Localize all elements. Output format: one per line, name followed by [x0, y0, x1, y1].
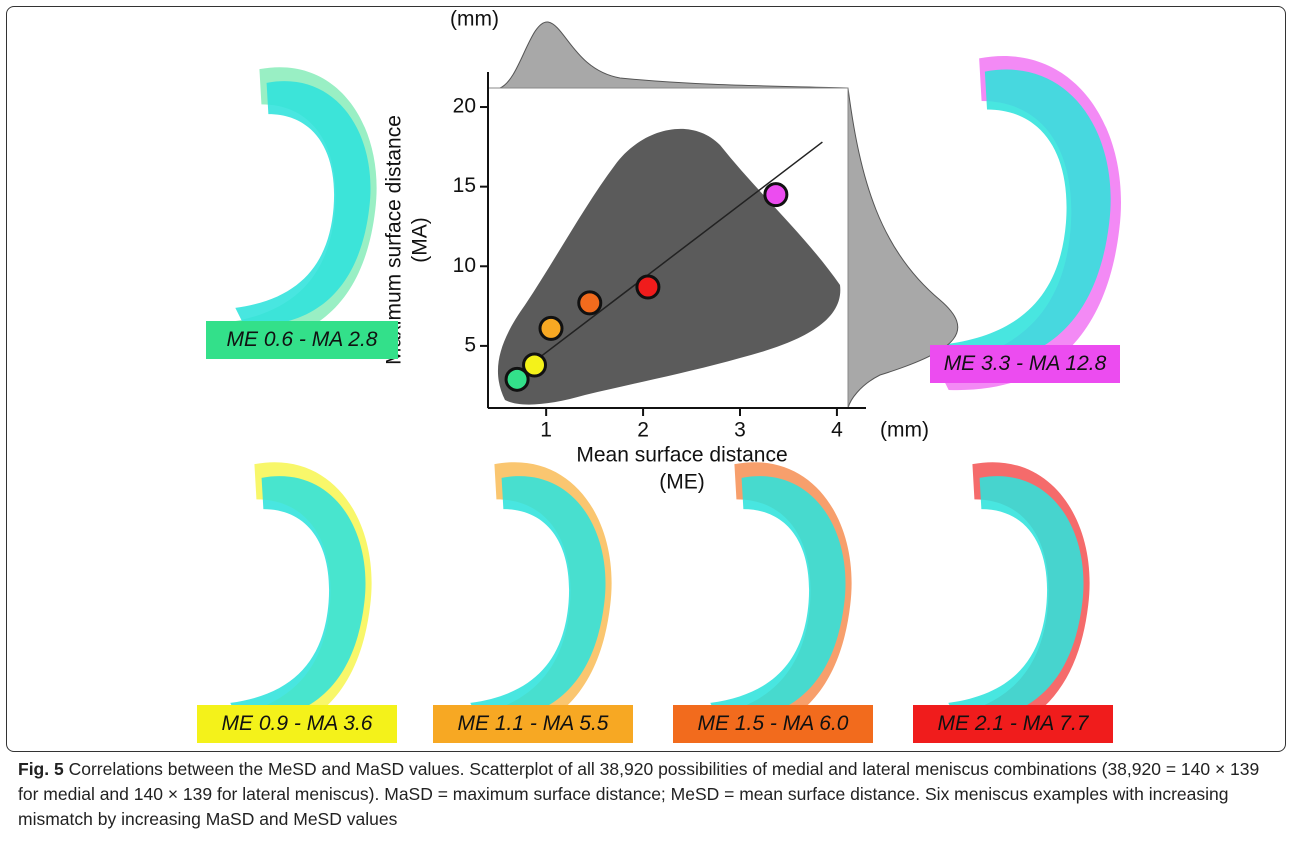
example-label: ME 0.9 - MA 3.6 — [197, 705, 397, 743]
highlight-point — [763, 182, 789, 208]
x-tick-label: 4 — [831, 419, 843, 442]
example-label: ME 1.1 - MA 5.5 — [433, 705, 633, 743]
example-label: ME 1.5 - MA 6.0 — [673, 705, 873, 743]
x-unit: (mm) — [880, 419, 929, 442]
x-tick-label: 3 — [734, 419, 746, 442]
figure-frame — [6, 6, 1286, 752]
highlight-point — [577, 290, 603, 316]
meniscus — [230, 476, 366, 721]
meniscus — [470, 476, 606, 721]
point-cloud — [497, 128, 841, 405]
meniscus — [948, 476, 1084, 721]
caption-label: Fig. 5 — [18, 759, 64, 779]
caption-text: Correlations between the MeSD and MaSD v… — [18, 759, 1260, 829]
example-label: ME 0.6 - MA 2.8 — [206, 321, 398, 359]
density-right — [847, 87, 959, 409]
x-axis-title: Mean surface distance — [576, 444, 787, 467]
meniscus — [710, 476, 846, 721]
highlight-point — [504, 366, 530, 392]
y-unit: (mm) — [450, 8, 499, 31]
y-axis-title: (MA) — [409, 217, 432, 263]
highlight-point — [522, 352, 548, 378]
highlight-point — [635, 274, 661, 300]
y-tick-label: 10 — [453, 254, 476, 277]
plot-group: 1 2 3 4 5 10 15 20 Mean surface distance (ME) Maxi… — [383, 8, 929, 494]
trend-line — [516, 141, 823, 376]
x-tick-label: 1 — [540, 419, 552, 442]
y-tick-label: 15 — [453, 174, 476, 197]
x-tick-label: 2 — [637, 419, 649, 442]
y-tick-label: 20 — [453, 95, 476, 118]
y-tick-label: 5 — [464, 333, 476, 356]
example-label: ME 3.3 - MA 12.8 — [930, 345, 1120, 383]
highlight-point — [538, 315, 564, 341]
caption: Fig. 5 Correlations between the MeSD and… — [18, 757, 1278, 832]
x-axis-title: (ME) — [659, 471, 705, 494]
density-top — [499, 21, 849, 89]
meniscus — [235, 81, 371, 326]
y-axis-title: Maximum surface distance — [383, 115, 406, 365]
example-label: ME 2.1 - MA 7.7 — [913, 705, 1113, 743]
